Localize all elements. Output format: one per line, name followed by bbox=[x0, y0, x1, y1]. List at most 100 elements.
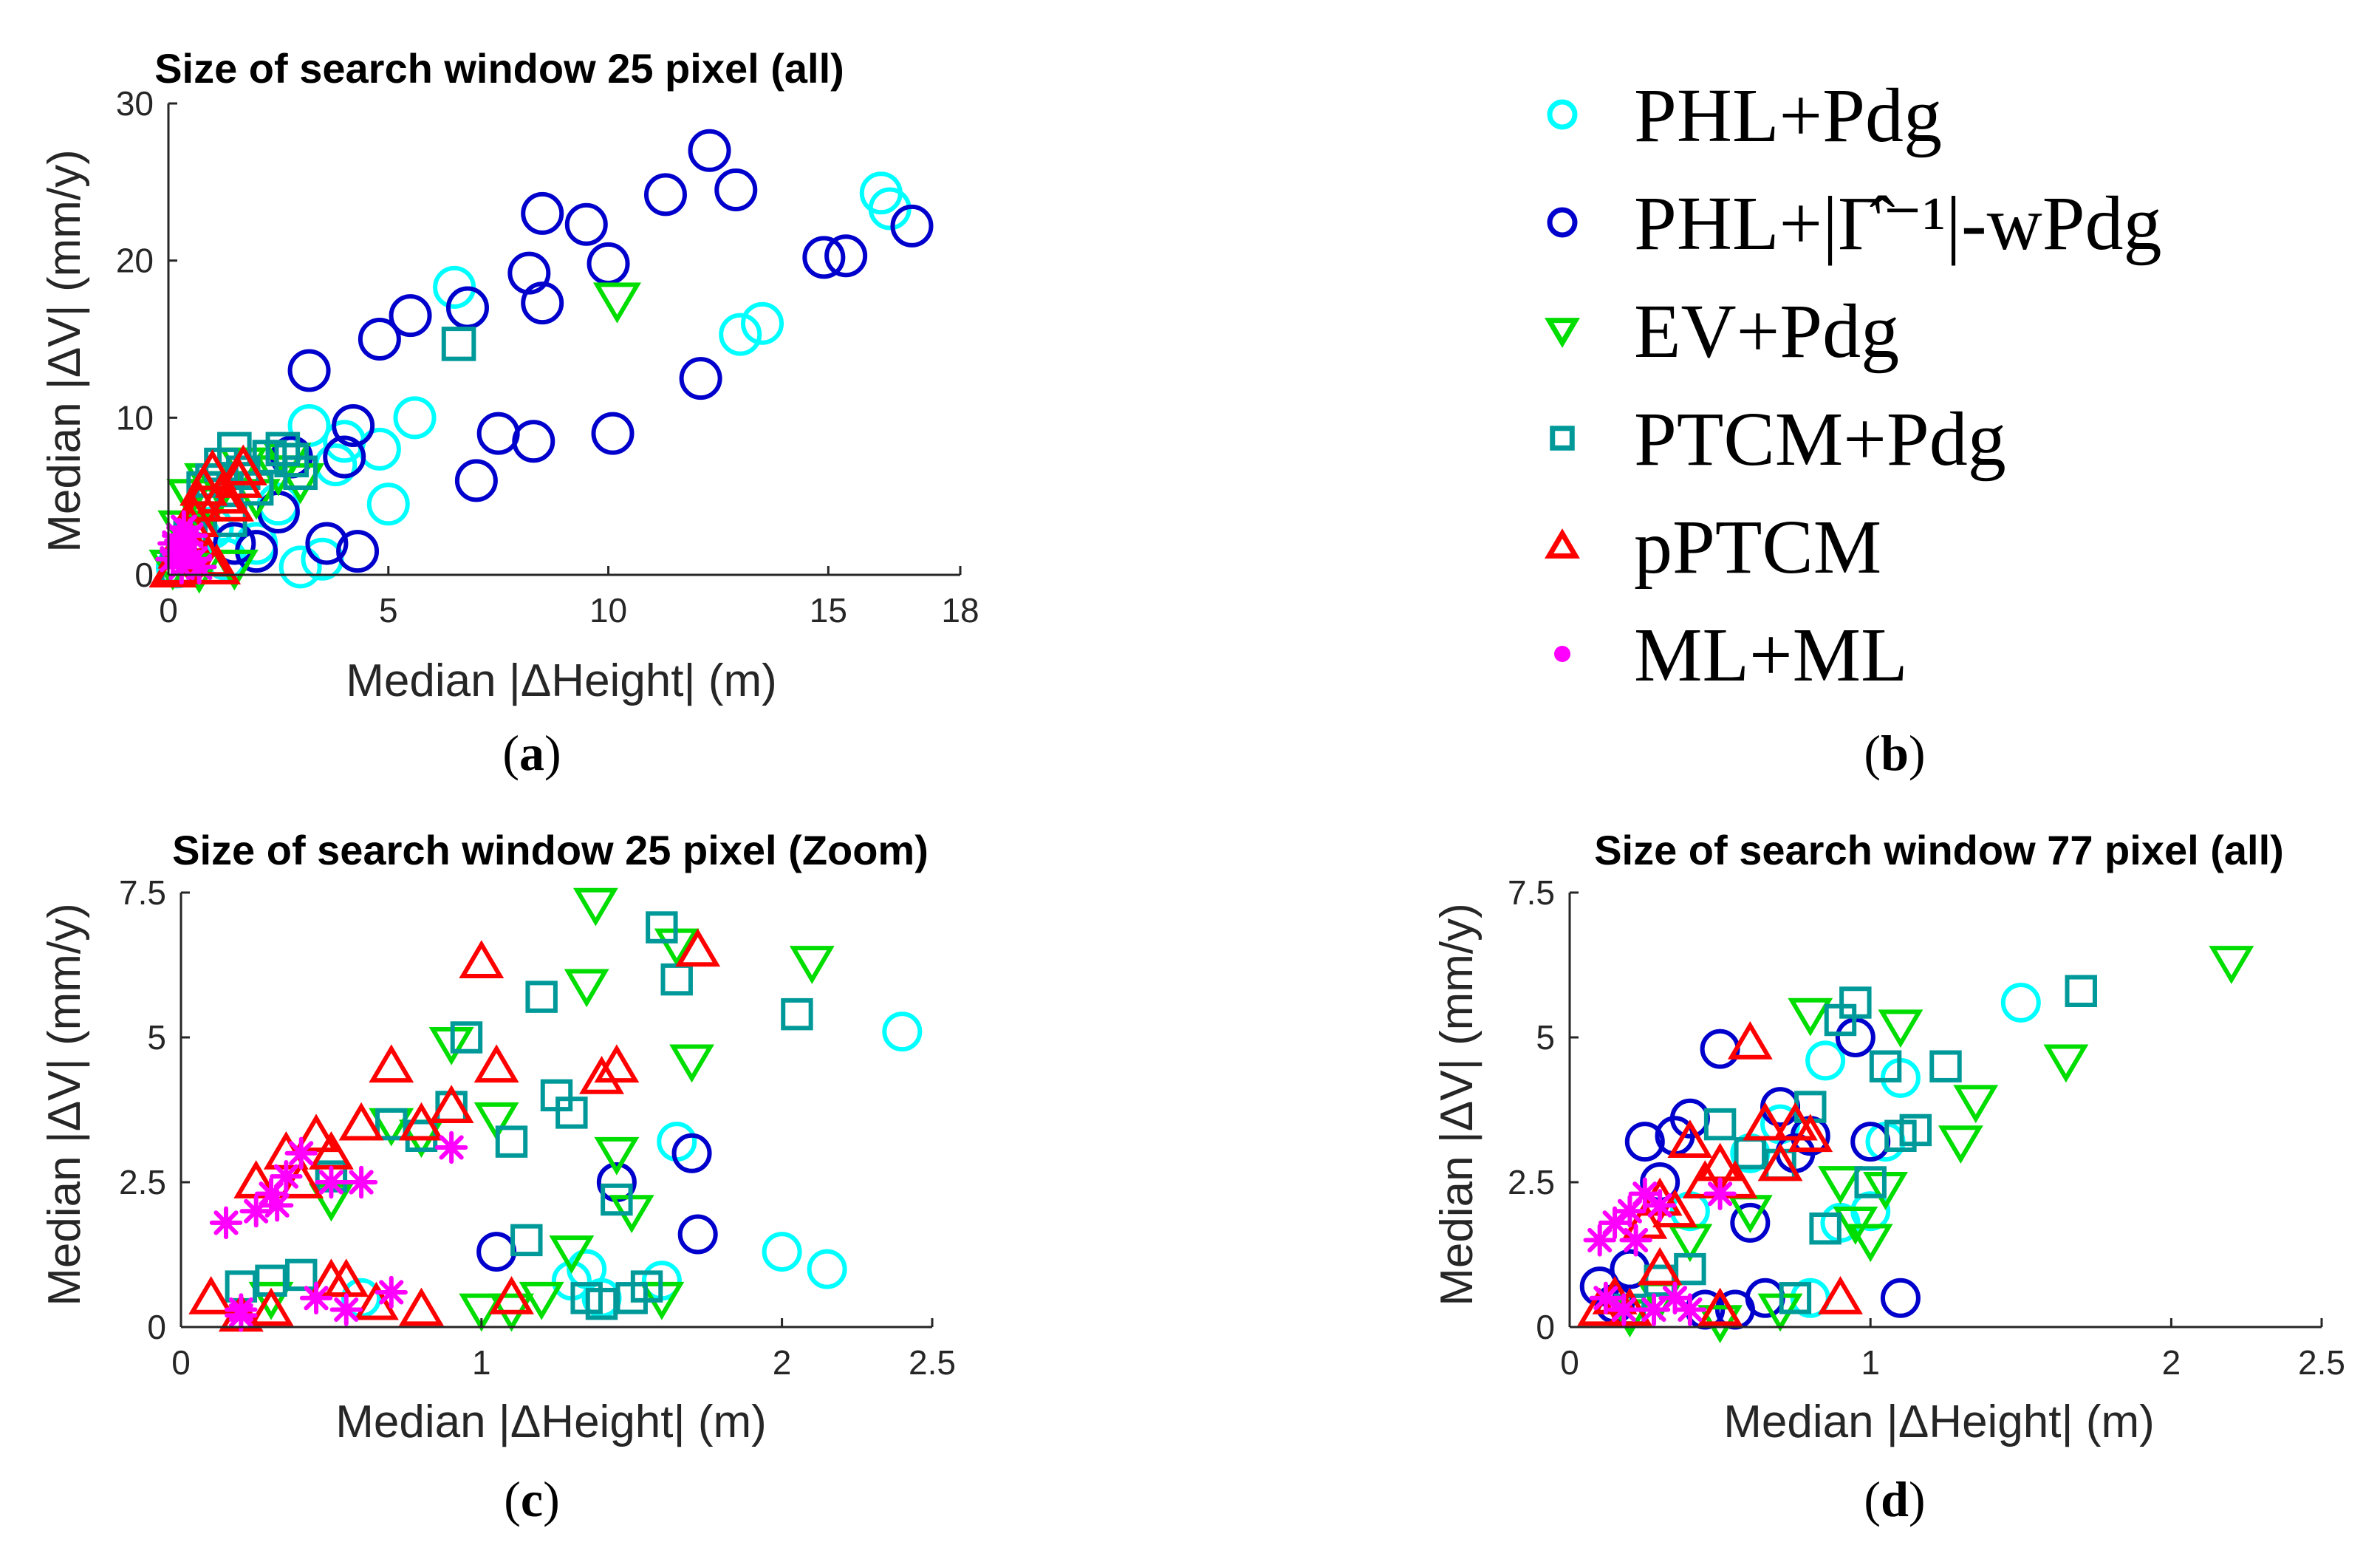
point-a-1-21 bbox=[643, 173, 687, 216]
x-tick-label-a-4: 18 bbox=[941, 591, 979, 630]
point-a-1-24 bbox=[714, 168, 758, 211]
point-c-1-0 bbox=[476, 1232, 517, 1272]
point-c-4-18 bbox=[594, 1044, 640, 1083]
point-c-4-11 bbox=[369, 1044, 414, 1083]
point-a-1-6 bbox=[323, 435, 366, 479]
panel-d-marks bbox=[1577, 946, 2254, 1344]
series-c-4 bbox=[188, 928, 721, 1332]
series-a-5 bbox=[155, 510, 217, 585]
point-d-3-12 bbox=[1869, 1050, 1902, 1082]
x-tick-label-a-2: 10 bbox=[589, 591, 627, 630]
point-a-1-13 bbox=[476, 412, 520, 455]
panel-label-a: (a) bbox=[502, 725, 561, 781]
point-c-5-2 bbox=[239, 1195, 273, 1228]
point-d-3-15 bbox=[1929, 1050, 1962, 1082]
panel-c-chart: Size of search window 25 pixel (Zoom) Me… bbox=[39, 827, 956, 1447]
y-tick-label-c-1: 2.5 bbox=[119, 1163, 166, 1201]
legend-entry-3: PTCM+Pdg bbox=[1550, 397, 2006, 482]
y-tick-label-a-2: 20 bbox=[116, 242, 154, 280]
panel-label-c: (c) bbox=[504, 1471, 560, 1527]
point-a-0-12 bbox=[358, 427, 401, 471]
legend-label-2: EV+Pdg bbox=[1634, 289, 1899, 374]
point-c-3-12 bbox=[555, 1096, 588, 1129]
point-d-3-3 bbox=[1703, 1108, 1737, 1141]
point-a-1-16 bbox=[521, 282, 564, 325]
series-a-1 bbox=[213, 129, 934, 573]
panel-d-chart: Size of search window 77 pixel (all) Med… bbox=[1432, 827, 2345, 1447]
point-a-1-20 bbox=[591, 412, 635, 455]
point-d-5-3 bbox=[1607, 1293, 1641, 1326]
point-d-5-2 bbox=[1598, 1206, 1632, 1240]
point-c-2-12 bbox=[594, 1136, 640, 1176]
series-c-5 bbox=[209, 1130, 468, 1332]
point-a-5-7 bbox=[172, 518, 208, 553]
y-tick-label-d-2: 5 bbox=[1536, 1018, 1555, 1057]
panel-label-d-letter: d bbox=[1881, 1471, 1909, 1527]
point-d-4-6 bbox=[1667, 1119, 1713, 1159]
x-tick-label-d-0: 0 bbox=[1560, 1343, 1579, 1382]
panel-c-xlabel: Median |ΔHeight| (m) bbox=[335, 1396, 767, 1447]
point-a-4-11 bbox=[214, 457, 263, 498]
point-d-5-9 bbox=[1658, 1281, 1692, 1314]
point-a-5-6 bbox=[168, 525, 204, 562]
point-d-5-6 bbox=[1628, 1177, 1661, 1210]
point-a-0-18 bbox=[741, 301, 784, 345]
point-c-5-4 bbox=[260, 1189, 294, 1222]
point-a-1-22 bbox=[679, 357, 722, 400]
point-c-3-18 bbox=[646, 911, 678, 944]
series-c-3 bbox=[225, 911, 813, 1320]
point-d-4-11 bbox=[1743, 1102, 1788, 1141]
point-a-3-12 bbox=[283, 455, 318, 491]
point-a-3-11 bbox=[274, 443, 310, 478]
point-d-4-15 bbox=[1818, 1275, 1863, 1314]
point-c-2-8 bbox=[519, 1281, 564, 1320]
panel-a-ylabel: Median |ΔV| (mm/y) bbox=[39, 149, 90, 553]
point-d-5-10 bbox=[1673, 1293, 1707, 1326]
point-a-1-26 bbox=[824, 234, 868, 278]
point-d-1-8 bbox=[1700, 1029, 1740, 1069]
point-a-1-0 bbox=[213, 522, 256, 565]
panel-c-title: Size of search window 25 pixel (Zoom) bbox=[172, 827, 929, 873]
point-c-4-16 bbox=[489, 1275, 534, 1314]
panel-a-xlabel: Median |ΔHeight| (m) bbox=[346, 655, 777, 706]
point-a-1-25 bbox=[802, 236, 846, 279]
point-a-1-10 bbox=[389, 294, 432, 338]
point-d-3-4 bbox=[1734, 1137, 1767, 1170]
point-d-4-12 bbox=[1757, 1142, 1803, 1181]
point-a-3-10 bbox=[265, 432, 301, 467]
point-c-4-14 bbox=[459, 940, 505, 978]
panel-c-axes: 0 1 2 2.5 0 2.5 5 7.5 bbox=[119, 873, 956, 1382]
point-c-5-9 bbox=[329, 1293, 363, 1326]
point-c-5-3 bbox=[254, 1177, 288, 1210]
panel-label-d: (d) bbox=[1864, 1471, 1925, 1527]
point-a-2-12 bbox=[276, 463, 325, 505]
point-d-0-7 bbox=[1850, 1191, 1891, 1232]
x-tick-label-a-1: 5 bbox=[379, 591, 398, 630]
point-c-3-5 bbox=[405, 1119, 438, 1153]
point-c-5-5 bbox=[270, 1159, 303, 1193]
point-c-4-6 bbox=[293, 1113, 339, 1153]
point-d-4-16 bbox=[1637, 1246, 1683, 1286]
point-c-4-3 bbox=[248, 1287, 294, 1326]
point-c-5-12 bbox=[434, 1130, 468, 1164]
point-c-4-13 bbox=[428, 1085, 474, 1123]
point-d-1-17 bbox=[1880, 1278, 1921, 1318]
point-a-1-12 bbox=[454, 459, 498, 502]
y-tick-label-d-3: 7.5 bbox=[1508, 873, 1555, 912]
point-c-3-9 bbox=[510, 1224, 543, 1257]
point-a-1-8 bbox=[336, 530, 380, 573]
legend-label-1: PHL+|Γ̂⁻¹|-wPdg bbox=[1634, 181, 2162, 266]
point-d-4-10 bbox=[1727, 1020, 1773, 1060]
panel-d-ylabel: Median |ΔV| (mm/y) bbox=[1432, 903, 1483, 1306]
point-d-3-1 bbox=[1644, 1264, 1676, 1297]
x-tick-label-d-2: 2 bbox=[2162, 1343, 2181, 1382]
y-tick-label-d-0: 0 bbox=[1536, 1308, 1555, 1346]
point-d-0-5 bbox=[1805, 1040, 1846, 1081]
y-tick-label-c-0: 0 bbox=[147, 1308, 166, 1346]
legend-entry-2: EV+Pdg bbox=[1545, 289, 1899, 374]
x-tick-label-a-3: 15 bbox=[810, 591, 847, 630]
panel-a-axes: 0 5 10 15 18 0 10 20 30 bbox=[116, 84, 979, 630]
panel-a-title: Size of search window 25 pixel (all) bbox=[154, 45, 844, 92]
point-d-3-11 bbox=[1854, 1166, 1887, 1198]
